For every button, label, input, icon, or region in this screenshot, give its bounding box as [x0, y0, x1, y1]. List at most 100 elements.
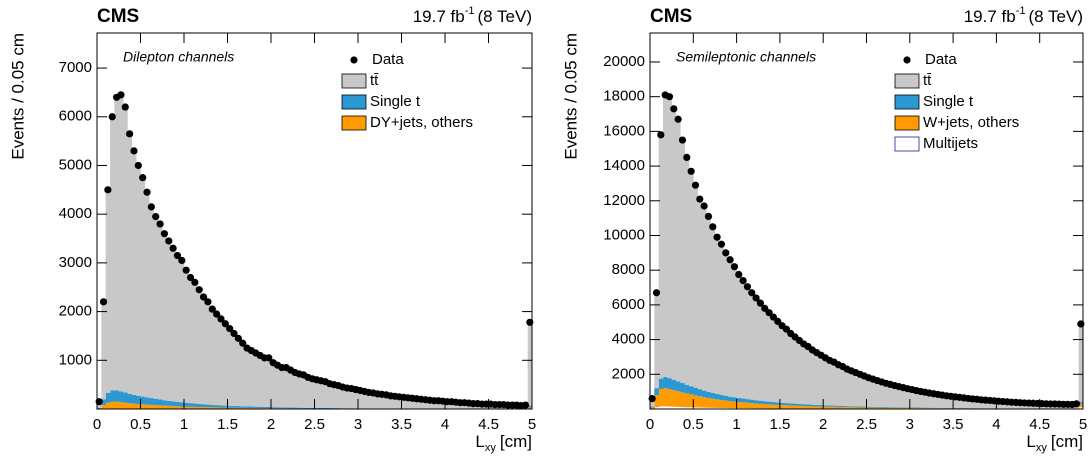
histogram-bar: [892, 407, 898, 408]
y-tick-label: 6000: [59, 108, 92, 125]
histogram-bar: [974, 399, 980, 409]
histogram-bar: [792, 336, 798, 404]
histogram-bar: [797, 405, 802, 409]
data-point: [709, 223, 717, 231]
histogram-bar: [719, 399, 724, 408]
x-tick-label: 1.5: [217, 416, 238, 433]
histogram-bar: [527, 322, 533, 406]
data-point: [704, 212, 713, 221]
histogram-bar: [680, 140, 685, 383]
histogram-bar: [961, 397, 967, 409]
histogram-bar: [166, 400, 172, 406]
histogram-bar: [758, 403, 763, 409]
histogram-bar: [714, 237, 720, 394]
histogram-bar: [883, 407, 889, 408]
histogram-bar: [862, 406, 867, 408]
histogram-bar: [157, 399, 163, 406]
data-point: [195, 286, 203, 294]
histogram-bar: [706, 391, 711, 398]
histogram-bar: [358, 391, 363, 409]
data-point: [691, 181, 700, 189]
histogram-bar: [149, 404, 154, 409]
histogram-bar: [680, 382, 685, 393]
histogram-bar: [680, 392, 685, 408]
data-point: [700, 202, 708, 210]
data-point: [735, 270, 743, 279]
histogram-bar: [371, 393, 376, 409]
histogram-bar: [650, 406, 655, 408]
histogram-bar: [305, 377, 311, 408]
histogram-bar: [336, 408, 341, 409]
histogram-bar: [654, 395, 659, 408]
histogram-bar: [1078, 407, 1084, 409]
histogram-bar: [162, 400, 167, 406]
histogram-bar: [740, 398, 746, 403]
x-tick-label: 3: [906, 416, 914, 433]
histogram-bar: [684, 393, 690, 408]
histogram-bar: [271, 407, 276, 409]
histogram-bar: [140, 177, 146, 397]
histogram-bar: [101, 405, 106, 409]
histogram-bar: [944, 395, 950, 408]
histogram-bar: [901, 387, 906, 408]
histogram-bar: [706, 397, 711, 408]
y-tick-label: 5000: [59, 156, 92, 173]
histogram-bar: [935, 394, 941, 408]
histogram-bar: [792, 405, 798, 409]
histogram-bar: [318, 407, 324, 409]
histogram-bar: [288, 407, 294, 409]
histogram-bar: [314, 380, 320, 408]
x-tick-label: 2: [819, 416, 827, 433]
histogram-bar: [527, 405, 533, 408]
histogram-bar: [197, 407, 202, 409]
histogram-bar: [188, 406, 193, 409]
histogram-bar: [105, 190, 111, 393]
histogram-bar: [323, 407, 328, 409]
histogram-bar: [957, 397, 963, 409]
histogram-bar: [658, 406, 664, 409]
histogram-bar: [1078, 323, 1084, 403]
legend-marker: [903, 56, 911, 64]
histogram-bar: [844, 369, 850, 407]
x-tick-label: 4.5: [1029, 416, 1050, 433]
histogram-bar: [797, 340, 802, 404]
histogram-bar: [701, 390, 707, 398]
histogram-bar: [905, 407, 911, 409]
data-point: [670, 105, 678, 113]
y-tick-label: 1000: [59, 351, 92, 368]
y-tick-label: 14000: [603, 157, 645, 174]
histogram-bar: [418, 399, 424, 409]
data-point: [687, 167, 695, 175]
data-point: [217, 315, 225, 323]
histogram-bar: [801, 404, 807, 407]
y-tick-label: 2000: [59, 303, 92, 320]
histogram-bar: [879, 407, 885, 409]
data-point: [169, 244, 177, 252]
histogram-bar: [253, 406, 259, 409]
histogram-bar: [279, 367, 285, 408]
histogram-bar: [766, 401, 772, 405]
histogram-bar: [140, 404, 146, 409]
data-point: [199, 293, 208, 301]
histogram-bar: [719, 394, 724, 400]
histogram-bar: [105, 402, 111, 409]
histogram-bar: [775, 321, 781, 403]
histogram-bar: [397, 397, 402, 409]
data-point: [739, 277, 747, 285]
histogram-bar: [184, 402, 189, 407]
histogram-bar: [192, 406, 198, 409]
histogram-bar: [297, 407, 302, 409]
histogram-bar: [175, 406, 180, 409]
histogram-bar: [740, 402, 746, 409]
histogram-bar: [697, 389, 703, 397]
histogram-bar: [144, 192, 150, 398]
histogram-bar: [745, 286, 750, 400]
histogram-bar: [827, 405, 833, 407]
histogram-bar: [684, 157, 690, 385]
histogram-bar: [236, 407, 241, 409]
histogram-bar: [210, 309, 215, 405]
data-point: [186, 273, 195, 282]
histogram-bar: [197, 403, 202, 408]
histogram-bar: [840, 407, 846, 409]
histogram-bar: [667, 406, 672, 409]
